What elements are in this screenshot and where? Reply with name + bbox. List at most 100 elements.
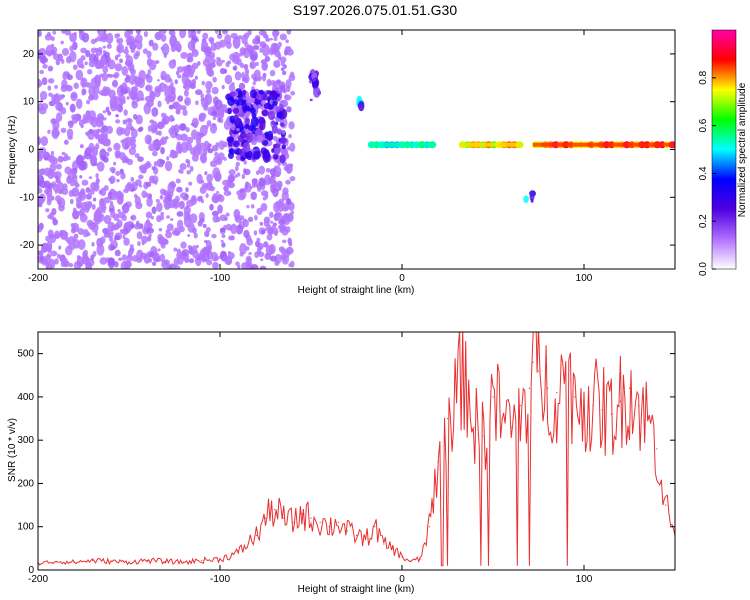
heatmap-cell xyxy=(165,136,169,140)
heatmap-cell xyxy=(133,193,138,199)
heatmap-cell xyxy=(83,33,89,38)
heatmap-cell xyxy=(185,158,190,164)
heatmap-cell xyxy=(272,175,276,181)
heatmap-cell xyxy=(106,229,114,239)
y-tick-label: 100 xyxy=(17,522,34,533)
heatmap-cell xyxy=(98,189,103,194)
heatmap-cell xyxy=(268,243,276,255)
heatmap-cell xyxy=(290,90,296,96)
heatmap-cell xyxy=(240,156,246,162)
snr-data-point xyxy=(283,517,285,519)
heatmap-cell xyxy=(107,257,116,269)
heatmap-cell xyxy=(100,236,106,244)
heatmap-cell xyxy=(164,84,168,90)
heatmap-cell xyxy=(137,156,144,162)
snr-data-point xyxy=(601,409,603,411)
heatmap-cell xyxy=(286,30,292,35)
heatmap-cell xyxy=(101,92,105,96)
heatmap-cell xyxy=(113,100,122,111)
heatmap-cell xyxy=(254,214,258,221)
heatmap-cell xyxy=(237,193,246,201)
heatmap-cell xyxy=(164,160,173,172)
snr-data-point xyxy=(510,426,512,428)
snr-data-point xyxy=(556,391,558,394)
heatmap-cell xyxy=(168,85,173,90)
heatmap-cell xyxy=(190,196,198,206)
heatmap-cell xyxy=(263,241,269,248)
heatmap-cell xyxy=(194,75,198,80)
heatmap-cell xyxy=(49,162,57,173)
heatmap-cell xyxy=(97,138,102,144)
heatmap-cell xyxy=(234,174,238,179)
heatmap-feature xyxy=(356,95,365,112)
heatmap-cell xyxy=(125,136,133,148)
heatmap-cell xyxy=(41,77,48,86)
heatmap-cell xyxy=(113,142,121,151)
snr-data-point xyxy=(346,530,348,532)
heatmap-cell xyxy=(234,165,239,172)
heatmap-cell xyxy=(103,196,111,204)
heatmap-cell xyxy=(60,40,64,45)
heatmap-cell xyxy=(281,144,286,150)
heatmap-cell xyxy=(40,54,47,65)
heatmap-cell xyxy=(205,88,212,94)
heatmap-cell xyxy=(100,134,108,146)
heatmap-band xyxy=(533,142,675,147)
heatmap-cell xyxy=(38,226,43,233)
snr-data-point xyxy=(483,435,485,437)
heatmap-cell xyxy=(146,227,154,234)
heatmap-cell xyxy=(281,70,287,76)
heatmap-cell xyxy=(309,98,313,102)
heatmap-cell xyxy=(176,186,183,193)
heatmap-cell xyxy=(144,95,153,102)
heatmap-cell xyxy=(241,76,248,82)
heatmap-cell xyxy=(252,81,256,86)
heatmap-cell xyxy=(180,241,187,249)
heatmap-cell xyxy=(64,231,69,237)
heatmap-cell xyxy=(62,183,68,191)
heatmap-cell xyxy=(183,89,189,97)
heatmap-cell xyxy=(127,118,133,124)
heatmap-cell xyxy=(285,246,294,255)
heatmap-cell xyxy=(255,170,260,176)
heatmap-cell xyxy=(105,151,110,157)
heatmap-cell xyxy=(290,210,295,215)
heatmap-cell xyxy=(243,63,249,70)
heatmap-cell xyxy=(175,178,181,184)
heatmap-cell xyxy=(211,210,219,217)
heatmap-cell xyxy=(88,60,96,68)
heatmap-cell xyxy=(79,175,83,179)
heatmap-cell xyxy=(74,182,80,188)
heatmap-cell xyxy=(129,244,134,248)
snr-data-point xyxy=(319,521,321,524)
heatmap-cell xyxy=(174,195,180,203)
heatmap-cell xyxy=(264,55,271,62)
heatmap-cell xyxy=(143,30,148,38)
heatmap-cell xyxy=(232,107,240,114)
heatmap-cell xyxy=(54,84,58,89)
heatmap-cell xyxy=(278,198,285,204)
heatmap-cell xyxy=(102,110,107,114)
heatmap-cell xyxy=(177,104,183,111)
heatmap-cell xyxy=(132,113,138,120)
heatmap-cell xyxy=(114,235,120,241)
heatmap-cell xyxy=(73,174,78,179)
heatmap-cell xyxy=(90,181,99,191)
heatmap-cell xyxy=(204,171,208,176)
heatmap-cell xyxy=(256,185,262,192)
heatmap-cell xyxy=(147,69,152,75)
heatmap-cell xyxy=(96,30,100,34)
heatmap-cell xyxy=(283,218,288,223)
heatmap-cell xyxy=(193,232,198,239)
heatmap-cell xyxy=(523,195,529,204)
heatmap-cell xyxy=(69,45,74,52)
heatmap-cell xyxy=(57,155,64,163)
heatmap-cell xyxy=(95,211,102,220)
heatmap-cell xyxy=(223,120,231,131)
heatmap-cell xyxy=(265,37,271,42)
heatmap-cell xyxy=(151,107,159,117)
heatmap-cell xyxy=(272,188,279,198)
heatmap-cell xyxy=(107,111,112,116)
heatmap-cell xyxy=(45,235,51,242)
heatmap-cell xyxy=(260,100,266,105)
